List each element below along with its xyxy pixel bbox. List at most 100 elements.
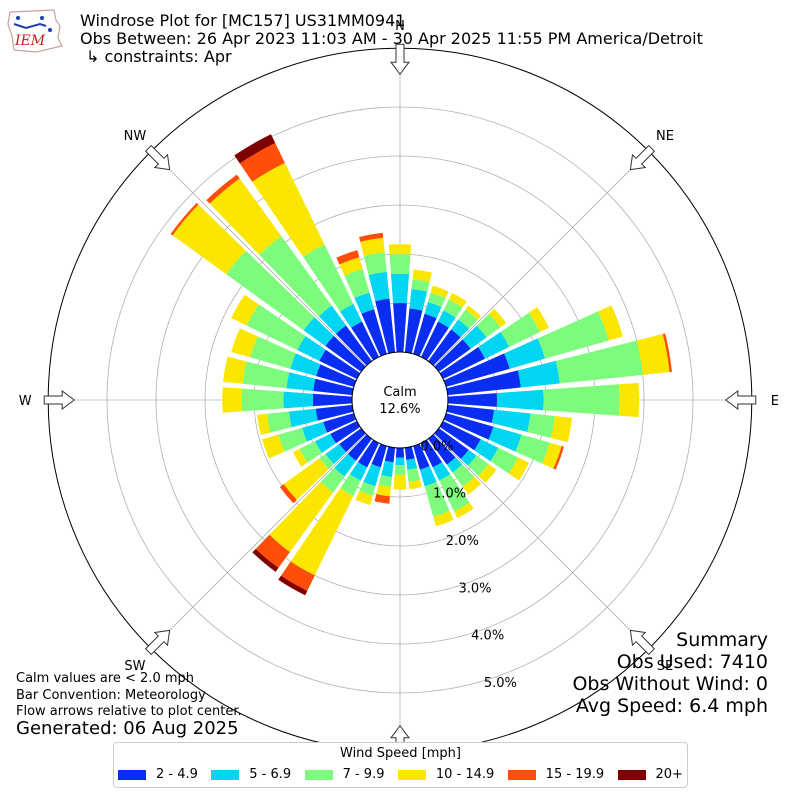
- radial-tick-label: 5.0%: [484, 676, 517, 691]
- convention-note: Bar Convention: Meteorology: [16, 688, 206, 703]
- wind-bar-segment: [460, 449, 477, 466]
- wind-bar-segment: [394, 464, 406, 475]
- legend-swatch: [211, 769, 240, 780]
- wind-bar-segment: [349, 462, 368, 481]
- wind-bar-segment: [172, 204, 246, 275]
- wind-bar-segment: [286, 372, 316, 392]
- avg-speed: Avg Speed: 6.4 mph: [575, 695, 768, 717]
- wind-bar-segment: [257, 413, 271, 435]
- plot-title: Windrose Plot for [MC157] US31MM0941: [80, 11, 406, 30]
- legend-item: 5 - 6.9: [211, 767, 291, 782]
- wind-bar-segment: [446, 457, 463, 473]
- wind-bar-segment: [303, 244, 354, 312]
- wind-bars: [170, 134, 672, 596]
- legend-item: 7 - 9.9: [304, 767, 385, 782]
- wind-bar-segment: [381, 460, 394, 477]
- obs-period: Obs Between: 26 Apr 2023 11:03 AM - 30 A…: [80, 29, 703, 48]
- generated-date: Generated: 06 Aug 2025: [16, 718, 239, 739]
- wind-bar-segment: [363, 463, 381, 487]
- wind-bar-segment: [336, 250, 360, 265]
- wind-bar-segment: [316, 364, 357, 387]
- wind-bar-segment: [374, 494, 391, 504]
- wind-bar-segment: [618, 382, 640, 418]
- obs-without-wind: Obs Without Wind: 0: [572, 673, 768, 695]
- wind-bar-segment: [234, 134, 276, 164]
- wind-bar-segment: [454, 502, 474, 519]
- wind-bar-segment: [465, 305, 482, 320]
- legend-label: 7 - 9.9: [342, 767, 385, 782]
- wind-bar-segment: [447, 393, 497, 407]
- wind-bar-segment: [325, 443, 347, 465]
- wind-bar-segment: [439, 346, 486, 380]
- calm-value: 12.6%: [379, 402, 420, 417]
- wind-bar-segment: [439, 474, 470, 512]
- wind-bar-segment: [529, 307, 549, 332]
- wind-bar-segment: [269, 481, 334, 553]
- wind-bar-segment: [319, 454, 334, 470]
- wind-bar-segment: [259, 236, 332, 317]
- wind-bar-segment: [283, 458, 329, 500]
- legend-item: 2 - 4.9: [118, 767, 198, 782]
- legend-title: Wind Speed [mph]: [340, 746, 461, 761]
- wind-bar-segment: [542, 442, 562, 469]
- wind-bar-segment: [537, 311, 609, 359]
- wind-bar-segment: [467, 455, 489, 477]
- wind-bar-segment: [404, 446, 415, 460]
- radial-tick-label: 3.0%: [458, 581, 491, 596]
- wind-bar-segment: [500, 312, 541, 347]
- wind-bar-segment: [413, 313, 437, 357]
- wind-bar-segment: [325, 335, 366, 372]
- wind-bar-segment: [462, 476, 482, 495]
- wind-bar-segment: [508, 457, 530, 481]
- arrows-note: Flow arrows relative to plot center.: [16, 704, 242, 719]
- wind-bar-segment: [406, 458, 418, 470]
- wind-bar-segment: [299, 441, 322, 463]
- wind-bar-segment: [424, 301, 442, 319]
- wind-bar-segment: [360, 237, 385, 257]
- wind-bar-segment: [452, 464, 475, 487]
- direction-label: W: [19, 394, 32, 409]
- wind-bar-segment: [390, 273, 410, 304]
- wind-bar-segment: [527, 413, 555, 438]
- wind-bar-segment: [491, 409, 531, 432]
- legend-item: 10 - 14.9: [397, 767, 494, 782]
- wind-bar-segment: [515, 434, 550, 464]
- radial-tick-label: 2.0%: [446, 534, 479, 549]
- wind-bar-segment: [347, 434, 372, 461]
- wind-bar-segment: [478, 464, 497, 483]
- wind-bar-segment: [389, 253, 411, 274]
- wind-bar-segment: [351, 321, 380, 361]
- wind-bar-segment: [281, 561, 315, 591]
- flow-arrow-icon: [724, 390, 757, 410]
- flow-arrow-icon: [144, 629, 171, 656]
- calm-note: Calm values are < 2.0 mph: [16, 671, 195, 686]
- wind-bar-segment: [206, 174, 240, 204]
- wind-bar-segment: [231, 328, 258, 358]
- wind-bar-segment: [378, 475, 393, 487]
- wind-bar-segment: [432, 462, 451, 481]
- wind-bar-segment: [404, 308, 423, 354]
- wind-bar-segment: [407, 467, 421, 482]
- grid-spoke: [150, 433, 367, 650]
- wind-bar-segment: [261, 434, 285, 459]
- wind-bar-segment: [339, 428, 366, 453]
- flow-arrow-icon: [629, 629, 656, 656]
- wind-bar-segment: [376, 484, 392, 497]
- wind-bar-segment: [489, 308, 507, 328]
- wind-bar-segment: [339, 257, 363, 276]
- wind-bar-segment: [551, 416, 573, 443]
- wind-bar-segment: [490, 447, 519, 474]
- speed-legend: Wind Speed [mph] 2 - 4.9 5 - 6.9 7 - 9.9 10…: [113, 742, 688, 788]
- wind-bar-segment: [517, 360, 560, 388]
- wind-bar-segment: [319, 349, 361, 380]
- wind-bar-segment: [446, 404, 495, 424]
- wind-bar-segment: [371, 443, 387, 468]
- wind-bar-segment: [359, 232, 384, 242]
- wind-bar-segment: [255, 534, 290, 568]
- wind-bar-segment: [411, 279, 430, 292]
- wind-bar-segment: [427, 292, 446, 307]
- wind-bar-segment: [428, 434, 456, 465]
- wind-bar-segment: [290, 488, 354, 576]
- logo-text: IEM: [14, 33, 46, 49]
